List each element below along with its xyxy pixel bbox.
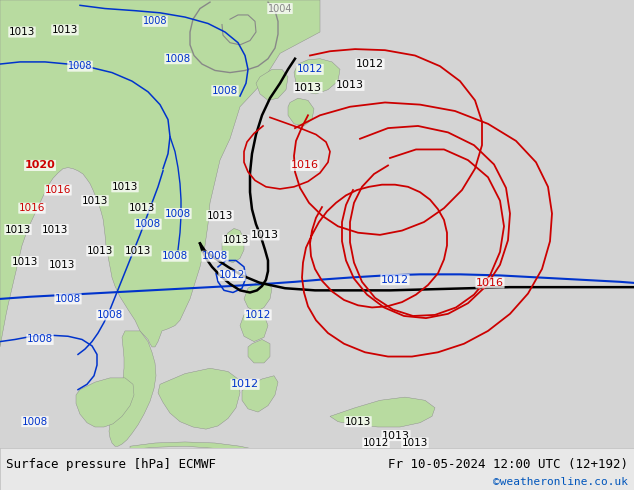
Text: 1012: 1012: [363, 438, 389, 448]
Text: 1013: 1013: [9, 27, 36, 37]
Text: 1013: 1013: [336, 80, 364, 90]
Text: 1016: 1016: [291, 160, 319, 171]
Text: 1008: 1008: [22, 416, 48, 427]
Text: 1008: 1008: [97, 310, 123, 320]
Text: 1013: 1013: [207, 211, 233, 220]
Polygon shape: [248, 340, 270, 363]
Text: 1013: 1013: [129, 203, 155, 213]
Text: 1004: 1004: [268, 3, 292, 14]
Polygon shape: [76, 378, 134, 427]
Text: 1012: 1012: [245, 310, 271, 320]
Polygon shape: [256, 70, 288, 100]
Text: 1013: 1013: [251, 230, 279, 240]
Polygon shape: [0, 0, 320, 347]
Text: 1008: 1008: [27, 335, 53, 344]
Polygon shape: [240, 312, 268, 342]
Text: 1013: 1013: [294, 82, 322, 93]
Polygon shape: [109, 331, 156, 446]
Text: 1008: 1008: [165, 54, 191, 64]
Polygon shape: [244, 282, 272, 312]
Polygon shape: [242, 376, 278, 412]
Text: 1008: 1008: [68, 61, 93, 71]
Text: 1013: 1013: [52, 25, 78, 35]
Polygon shape: [222, 228, 244, 263]
Text: 1008: 1008: [165, 209, 191, 219]
Polygon shape: [288, 98, 314, 126]
Text: ©weatheronline.co.uk: ©weatheronline.co.uk: [493, 477, 628, 487]
Text: 1008: 1008: [135, 219, 161, 229]
Text: 1008: 1008: [212, 86, 238, 96]
Text: 1016: 1016: [476, 278, 504, 288]
Text: 1013: 1013: [223, 235, 249, 245]
Text: 1013: 1013: [82, 196, 108, 206]
Text: 1013: 1013: [42, 224, 68, 235]
Text: Surface pressure [hPa] ECMWF: Surface pressure [hPa] ECMWF: [6, 458, 216, 471]
Text: 1013: 1013: [49, 260, 75, 270]
Text: 1008: 1008: [162, 251, 188, 261]
Polygon shape: [294, 59, 340, 94]
Polygon shape: [158, 368, 240, 429]
Text: 1012: 1012: [231, 379, 259, 389]
Text: Fr 10-05-2024 12:00 UTC (12+192): Fr 10-05-2024 12:00 UTC (12+192): [387, 458, 628, 471]
Text: 1012: 1012: [356, 59, 384, 69]
Text: 1012: 1012: [297, 64, 323, 74]
Text: 1016: 1016: [45, 185, 71, 195]
Text: 1013: 1013: [87, 246, 113, 256]
Text: 1012: 1012: [381, 275, 409, 285]
Polygon shape: [330, 397, 435, 427]
Text: 1013: 1013: [5, 224, 31, 235]
Text: 1008: 1008: [202, 251, 228, 261]
Text: 1020: 1020: [25, 160, 55, 171]
Polygon shape: [130, 442, 250, 450]
Text: 1013: 1013: [402, 438, 428, 448]
Text: 1012: 1012: [219, 270, 245, 280]
Text: 1016: 1016: [19, 203, 45, 213]
Text: 1013: 1013: [12, 257, 38, 267]
Text: 1013: 1013: [125, 246, 151, 256]
Text: 1013: 1013: [112, 182, 138, 192]
Text: 1008: 1008: [55, 294, 81, 304]
Text: 1013: 1013: [382, 431, 410, 441]
Text: 1013: 1013: [345, 416, 371, 427]
Text: 1008: 1008: [143, 16, 167, 26]
